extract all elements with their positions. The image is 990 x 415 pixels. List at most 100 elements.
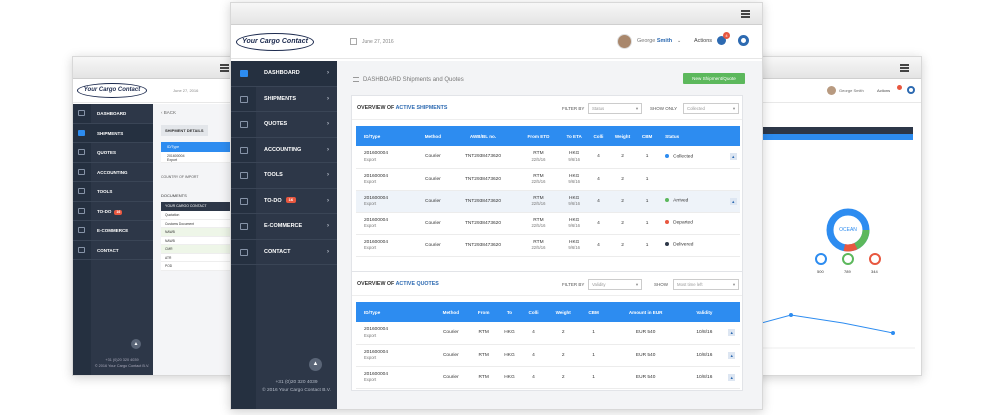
- tools-icon: [78, 188, 85, 194]
- e-commerce-icon: [240, 223, 248, 230]
- chevron-up-icon[interactable]: ▲: [729, 197, 737, 205]
- actions-menu[interactable]: Actions: [694, 38, 713, 44]
- etd-cell: 22/5/16: [531, 245, 546, 250]
- table-row[interactable]: 201600004 Export Courier RTM HKG 4 2 1 EUR 540 10…: [356, 322, 740, 345]
- quote-type: Export: [364, 377, 377, 382]
- table-row[interactable]: 201600004 Export Courier RTM HKG 4 2 1 EUR 540 10…: [356, 366, 740, 389]
- documents-header: YOUR CARGO CONTACT: [161, 202, 233, 211]
- chevron-up-icon[interactable]: ▲: [728, 329, 736, 337]
- window-titlebar: [743, 57, 921, 79]
- document-row[interactable]: NAWB: [161, 228, 233, 237]
- sidebar-item-label: TO-DO: [97, 208, 112, 214]
- show-select[interactable]: Collected: [683, 103, 739, 114]
- chevron-right-icon: ›: [327, 223, 329, 229]
- sidebar-item-to-do[interactable]: TO-DO 16 ›: [231, 189, 337, 214]
- sidebar-item-shipments[interactable]: SHIPMENTS: [73, 123, 153, 143]
- table-row[interactable]: 201600004 Export Courier TNT2938473620 RTM 22…: [356, 146, 740, 169]
- sidebar-item-tools[interactable]: TOOLS: [73, 182, 153, 202]
- sidebar-item-e-commerce[interactable]: E-COMMERCE ›: [231, 214, 337, 240]
- card-title: OVERVIEW OF ACTIVE QUOTES: [357, 281, 439, 287]
- sidebar-footer: +31 (0)20 320 4039 © 2016 Your Cargo Con…: [262, 380, 331, 393]
- notification-badge[interactable]: [897, 85, 902, 90]
- chevron-up-icon[interactable]: ▲: [729, 153, 737, 161]
- gear-icon[interactable]: [907, 86, 915, 94]
- chevron-right-icon: ›: [327, 146, 329, 153]
- from-cell: RTM: [533, 173, 544, 179]
- chevron-right-icon: ›: [327, 121, 329, 127]
- chevron-up-icon[interactable]: ▲: [309, 358, 322, 371]
- document-row[interactable]: ATR: [161, 253, 233, 262]
- sidebar-item-dashboard[interactable]: DASHBOARD: [73, 104, 153, 124]
- bell-icon[interactable]: [717, 36, 726, 45]
- show-select[interactable]: Most time left: [673, 279, 739, 290]
- status-label: Delivered: [673, 242, 694, 248]
- tab-shipment-details[interactable]: SHIPMENT DETAILS: [161, 125, 208, 136]
- document-row[interactable]: Quotation: [161, 211, 233, 220]
- table-row[interactable]: 201600004 Export Courier TNT2938473620 RTM 22…: [356, 234, 740, 257]
- documents-heading: DOCUMENTS: [161, 193, 187, 198]
- etd-cell: 22/5/16: [531, 223, 546, 228]
- sidebar-item-contact[interactable]: CONTACT: [73, 241, 153, 260]
- chevron-up-icon[interactable]: ▲: [131, 339, 141, 349]
- menu-icon[interactable]: [900, 64, 909, 72]
- weight-cell: 2: [545, 366, 582, 389]
- app-header: Your Cargo Contact June 27, 2016: [73, 79, 241, 103]
- method-cell: Courier: [431, 344, 471, 367]
- filter-label: FILTER BY: [562, 106, 585, 111]
- avatar[interactable]: [827, 86, 836, 95]
- chevron-down-icon[interactable]: ⌄: [677, 38, 682, 44]
- filter-select[interactable]: Validity: [588, 279, 642, 290]
- sidebar-item-e-commerce[interactable]: E-COMMERCE: [73, 221, 153, 241]
- document-row[interactable]: Customs Document: [161, 219, 233, 228]
- chevron-up-icon[interactable]: ▲: [728, 373, 736, 381]
- avatar[interactable]: [617, 34, 632, 49]
- table-row[interactable]: 201600004 Export Courier TNT2938473620 RTM 22…: [356, 168, 740, 191]
- sidebar-item-accounting[interactable]: ACCOUNTING ›: [231, 138, 337, 163]
- menu-icon[interactable]: [741, 10, 750, 18]
- user-name[interactable]: George Smith: [637, 38, 673, 44]
- sidebar-item-tools[interactable]: TOOLS ›: [231, 163, 337, 189]
- sidebar-item-to-do[interactable]: TO-DO 16: [73, 202, 153, 221]
- mini-gauge: [869, 253, 881, 265]
- eta-cell: 9/6/16: [568, 245, 581, 250]
- new-shipment-quote-button[interactable]: New Shipment/Quote: [683, 73, 745, 84]
- method-cell: Courier: [431, 366, 471, 389]
- left-app-window: Your Cargo Contact June 27, 2016 DASHBOA…: [72, 56, 242, 376]
- shipment-type: Export: [364, 245, 377, 250]
- actions-menu[interactable]: Actions: [877, 88, 891, 93]
- table-row[interactable]: 201600004 Export Courier RTM HKG 4 2 1 EUR 540 10…: [356, 344, 740, 367]
- document-row[interactable]: NAWB: [161, 236, 233, 245]
- country-label: COUNTRY OF IMPORT: [161, 175, 199, 179]
- menu-icon[interactable]: [220, 64, 229, 72]
- logo[interactable]: Your Cargo Contact: [236, 33, 314, 51]
- column-header: Method: [417, 126, 449, 146]
- column-header: CBM: [637, 126, 658, 146]
- sidebar-item-accounting[interactable]: ACCOUNTING: [73, 163, 153, 182]
- sidebar-item-dashboard[interactable]: DASHBOARD ›: [231, 61, 337, 87]
- sidebar: DASHBOARD SHIPMENTS QUOTES ACCOUNTING TOOLS T…: [73, 104, 153, 375]
- sidebar-item-contact[interactable]: CONTACT ›: [231, 240, 337, 265]
- to-cell: HKG: [497, 344, 522, 367]
- table-row[interactable]: 201600004 Export: [161, 152, 233, 163]
- sidebar-item-quotes[interactable]: QUOTES: [73, 143, 153, 163]
- card-title: OVERVIEW OF ACTIVE SHIPMENTS: [357, 105, 448, 111]
- document-row[interactable]: POD: [161, 262, 233, 271]
- chevron-up-icon[interactable]: ▲: [728, 351, 736, 359]
- sidebar-item-quotes[interactable]: QUOTES ›: [231, 112, 337, 138]
- header-date: June 27, 2016: [362, 39, 394, 45]
- etd-cell: 22/5/16: [531, 156, 546, 162]
- table-row[interactable]: 201600004 Export Courier TNT2938473620 RTM 22…: [356, 212, 740, 235]
- user-name[interactable]: George Smith: [839, 88, 864, 93]
- column-header: AWB/BL no.: [448, 126, 518, 146]
- awb-cell: TNT2938473620: [448, 190, 518, 213]
- mini-value: 500: [817, 269, 824, 274]
- table-row[interactable]: 201600004 Export Courier TNT2938473620 RTM 22…: [356, 190, 740, 213]
- back-link[interactable]: ‹ BACK: [161, 110, 177, 115]
- calendar-icon: [350, 38, 357, 45]
- gear-icon[interactable]: [738, 35, 749, 46]
- shipment-id: 201600004: [364, 239, 389, 245]
- sidebar-item-shipments[interactable]: SHIPMENTS ›: [231, 87, 337, 112]
- document-row[interactable]: CMR: [161, 245, 233, 254]
- column-header: From ETD: [517, 126, 560, 146]
- filter-select[interactable]: Status: [588, 103, 642, 114]
